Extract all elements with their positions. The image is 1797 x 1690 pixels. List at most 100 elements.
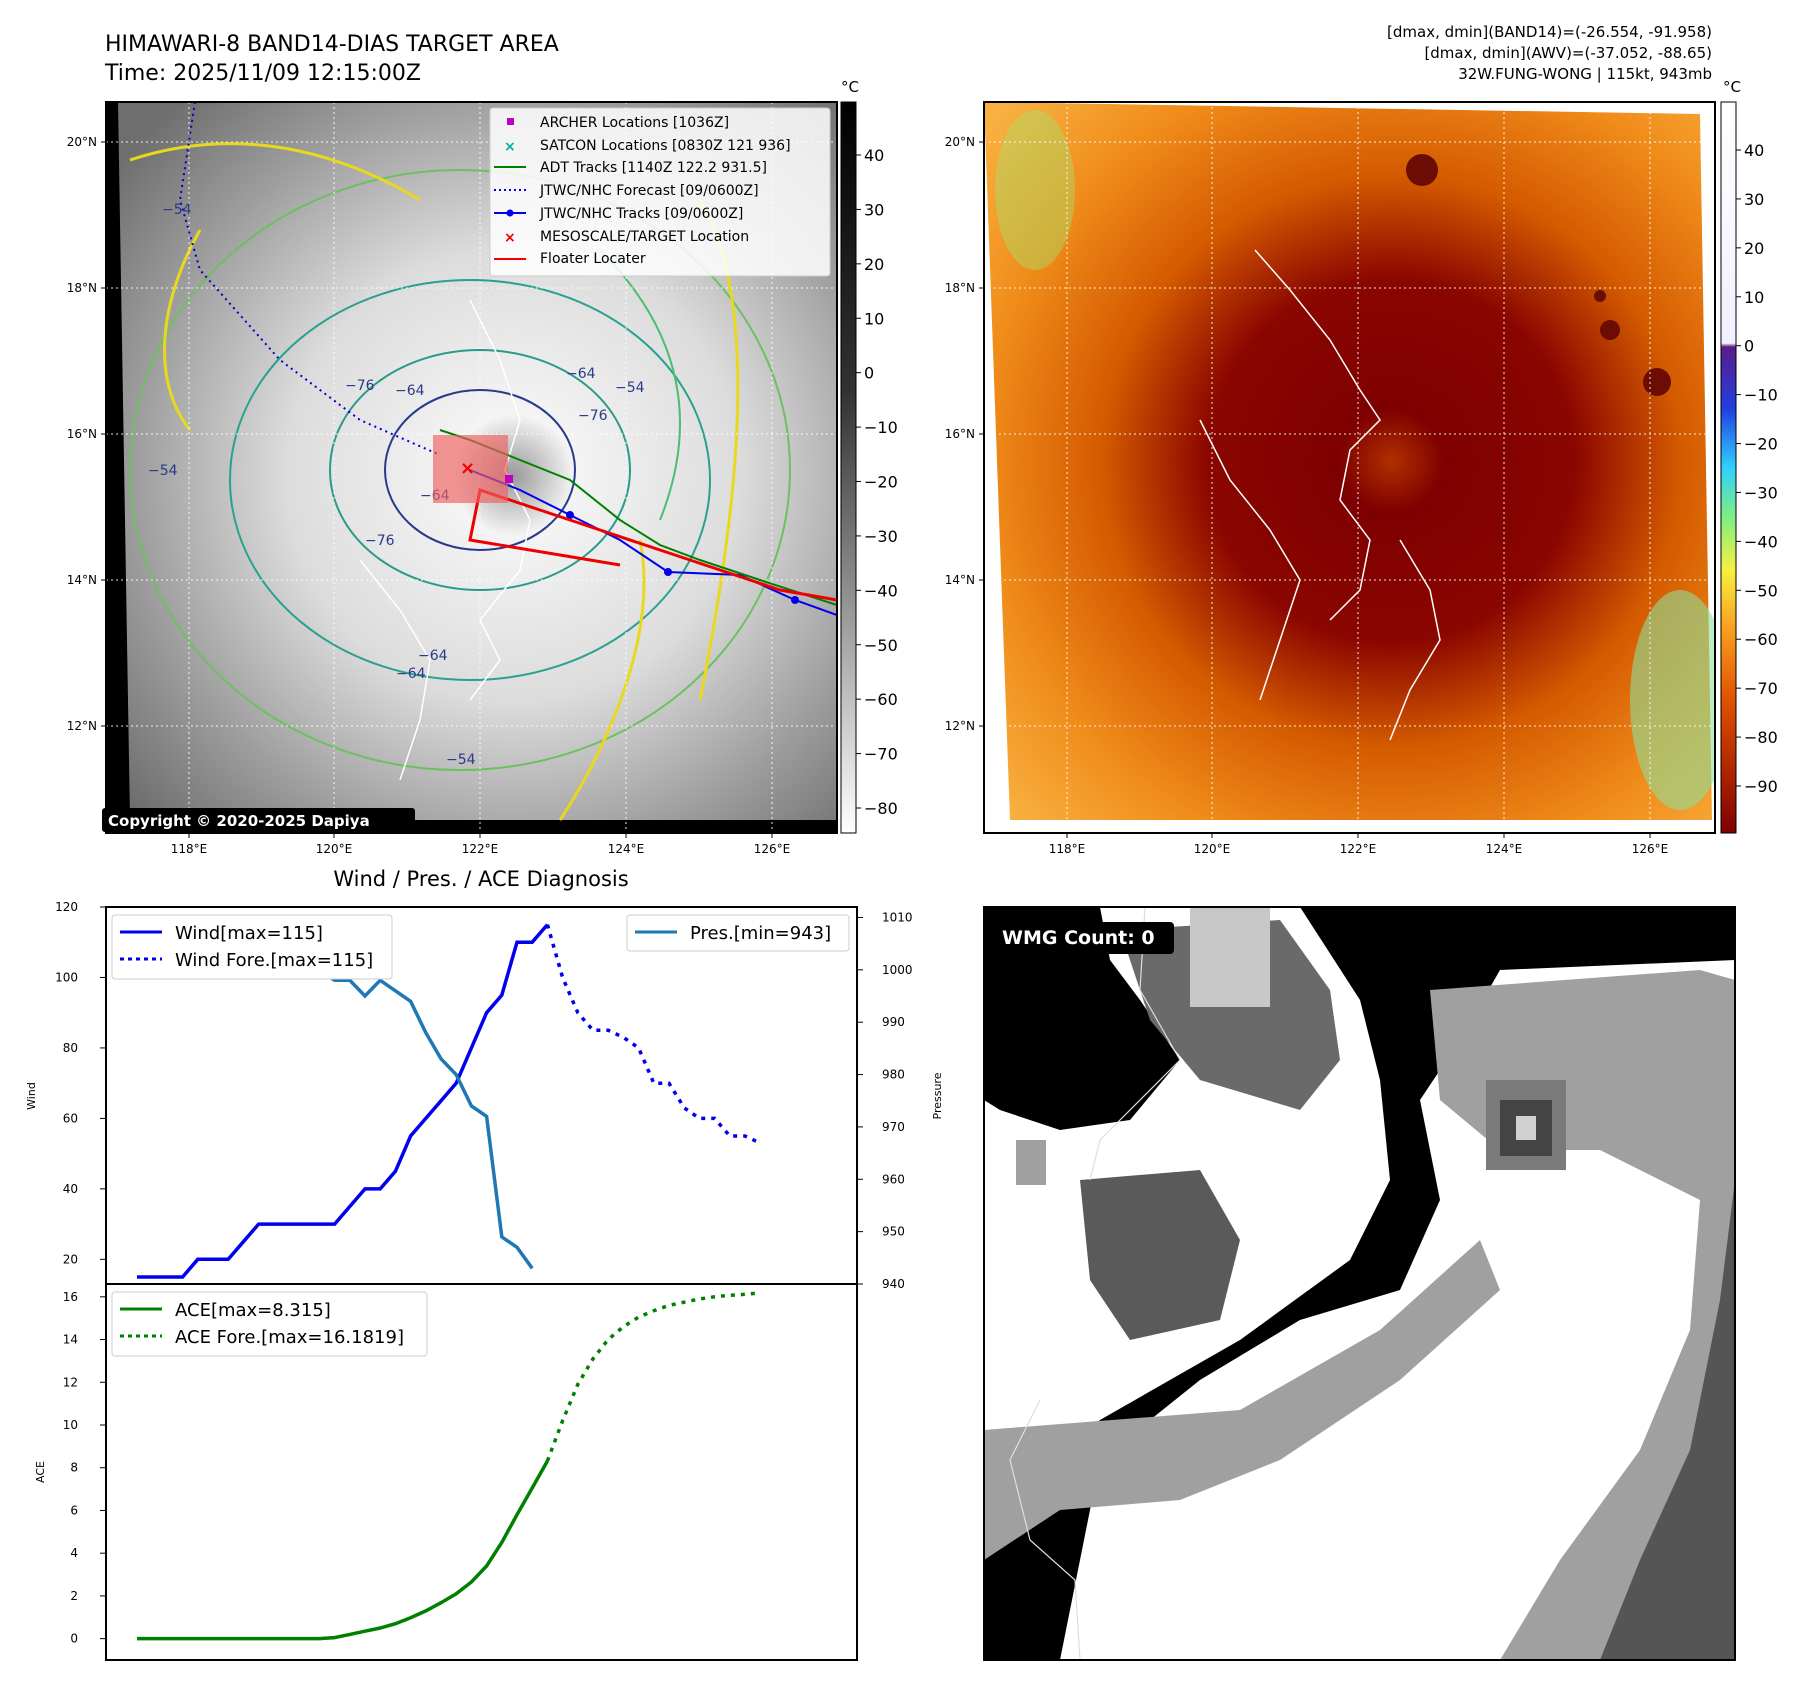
pressure-tick-label: 1000 [882,963,913,977]
map-lat-label: 20°N [945,135,975,149]
colorbar-tick-label: 30 [1744,190,1764,209]
map-lat-label: 12°N [945,719,975,733]
colorbar-tick-label: 40 [864,146,884,165]
wind-legend-label: Wind[max=115] [175,923,323,944]
contour-ring [329,349,631,591]
wind-tick-label: 120 [55,900,78,914]
colorbar-tick-label: −10 [864,418,898,437]
wmg-gray-region [1080,1170,1240,1340]
green-cloud-region [1630,590,1715,810]
ace-tick-label: 12 [63,1375,78,1389]
ace-axis-ticks: 0 2 4 6 8 10 12 14 16 [63,1290,106,1646]
map-lat-label: 14°N [67,573,97,587]
legend-label: JTWC/NHC Forecast [09/0600Z] [539,183,759,199]
wmg-eye-light [1516,1116,1536,1140]
ace-tick-label: 14 [63,1333,78,1347]
ace-ylabel: ACE [34,1461,47,1483]
contour-label: −54 [615,380,645,396]
colorbar-tick-label: 20 [1744,239,1764,258]
legend-label: ADT Tracks [1140Z 122.2 931.5] [540,160,767,176]
ace-series-group [137,1291,761,1641]
colorbar-tick-label: 40 [1744,141,1764,160]
wind-axis-ticks: 20 40 60 80 100 120 [55,900,106,1266]
pressure-tick-label: 960 [882,1172,905,1186]
jtwc-best-track [469,469,837,616]
wind-ylabel: Wind [25,1082,38,1110]
cold-cloud-top [1594,290,1606,302]
colorbar-tick-label: 20 [864,255,884,274]
gray-colorbar [840,101,857,834]
wmg-darkgray-region [1600,1180,1735,1660]
wmg-coastline [1009,1399,1081,1661]
ir-gray-frame [105,101,838,834]
colorbar-tick-label: −50 [864,636,898,655]
pressure-tick-label: 980 [882,1068,905,1082]
ace-tick-label: 6 [70,1503,78,1517]
colorbar-tick-label: −40 [864,581,898,600]
legend-label: Floater Locater [540,251,646,267]
wind-legend: Wind[max=115] Wind Fore.[max=115] [111,914,393,980]
ace-legend-label: ACE[max=8.315] [175,1300,331,1321]
contour-ring [229,279,711,681]
diagnosis-title: Wind / Pres. / ACE Diagnosis [333,867,628,891]
wind-tick-label: 40 [63,1182,78,1196]
color-colorbar-unit: °C [1723,78,1741,96]
contour-band [599,249,681,521]
colorbar-tick-label: 0 [864,364,874,383]
pressure-tick-label: 940 [882,1277,905,1291]
colorbar-tick-label: −30 [864,527,898,546]
track-point [566,511,574,519]
wind-tick-label: 80 [63,1041,78,1055]
archer-marker [505,475,513,483]
figure-time: Time: 2025/11/09 12:15:00Z [104,61,421,86]
legend-archer-icon: × [504,139,516,155]
color-colorbar [1720,101,1737,834]
info-awv: [dmax, dmin](AWV)=(-37.052, -88.65) [1424,44,1712,62]
colorbar-tick-label: −20 [864,473,898,492]
map-lon-label: 122°E [1340,842,1377,856]
wmg-count-text: WMG Count: 0 [1002,927,1155,949]
map-lon-label: 118°E [171,842,208,856]
map-lat-label: 14°N [945,573,975,587]
ace-legend: ACE[max=8.315] ACE Fore.[max=16.1819] [111,1291,428,1357]
contour-label: −64 [566,366,596,382]
wmg-frame [983,906,1736,1661]
colorbar-tick-label: −60 [1744,630,1778,649]
ace-tick-label: 16 [63,1290,78,1304]
ace-legend-label: ACE Fore.[max=16.1819] [175,1327,404,1348]
mesoscale-target-marker: × [460,458,475,479]
map-legend: × × ARCHER Locations [1036Z] SATCON Loca… [489,107,831,277]
map-lat-label: 16°N [67,427,97,441]
legend-label: SATCON Locations [0830Z 121 936] [540,138,791,154]
contour-band [129,142,421,431]
map-lat-label: 18°N [945,281,975,295]
wmg-black-region [984,907,1735,1660]
contour-label: −76 [578,408,608,424]
wmg-black-region [984,907,1180,1130]
pressure-tick-label: 950 [882,1225,905,1239]
pressure-axis-ticks: 940 950 960 970 980 990 1000 1010 [857,910,913,1291]
colorbar-tick-label: 10 [1744,288,1764,307]
colorbar-tick-label: 10 [864,309,884,328]
wmg-count-box [992,922,1174,954]
target-box [433,435,508,503]
map-lon-label: 120°E [316,842,353,856]
gray-colorbar-ticks: 40 30 20 10 0 −10 −20 −30 −40 −50 −60 −70 −80 [856,146,898,818]
map-lon-label: 124°E [608,842,645,856]
contour-label: −76 [365,533,395,549]
colorbar-tick-label: 0 [1744,337,1754,356]
wmg-gray-region [1120,920,1340,1110]
legend-target-icon: × [504,230,516,246]
legend-label: MESOSCALE/TARGET Location [540,229,749,245]
wind-tick-label: 20 [63,1252,78,1266]
map-lon-label: 124°E [1486,842,1523,856]
pressure-ylabel: Pressure [931,1072,944,1119]
contour-label: −54 [162,202,192,218]
legend-label: ARCHER Locations [1036Z] [540,115,729,131]
colorbar-tick-label: −70 [1744,679,1778,698]
ace-tick-label: 4 [70,1546,78,1560]
contour-label: −54 [446,752,476,768]
map-lon-label: 122°E [462,842,499,856]
track-point [791,596,799,604]
